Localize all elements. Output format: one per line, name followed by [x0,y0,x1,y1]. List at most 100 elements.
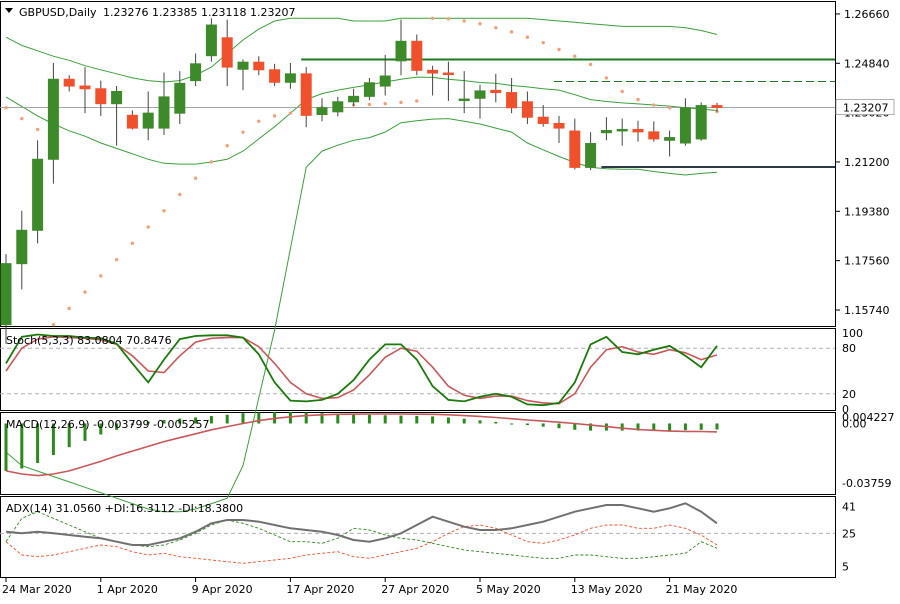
macd-histogram-bar [636,423,640,431]
stoch-tick-label: 100 [842,327,863,340]
bear-candle-body [442,72,454,76]
bull-candle-body [47,78,59,160]
sar-dot [399,100,403,105]
candlestick [695,102,707,141]
bull-candle-body [664,137,676,141]
macd-histogram-bar [383,415,387,424]
macd-histogram-bar [525,423,529,426]
sar-dot [494,26,498,30]
sar-dot [620,89,624,94]
sar-dot [462,19,466,23]
stoch-main-line [5,333,718,407]
sar-dot [83,290,87,294]
dropdown-triangle-icon[interactable] [5,8,13,13]
bull-candle-body [237,61,249,70]
date-tick-label: 13 May 2020 [571,583,643,596]
bull-candle-body [16,229,28,265]
bull-candle-body [205,24,217,57]
candlestick [411,34,423,76]
date-tick-label: 21 May 2020 [666,583,738,596]
candlestick [16,210,28,290]
price-tick-label: 1.17560 [844,255,890,268]
macd-histogram-bar [83,423,87,441]
macd-signal-line [5,413,718,477]
candlestick [237,59,249,91]
candlestick [300,67,312,128]
bear-candle-body [569,130,581,168]
candlestick [648,121,660,142]
bear-candle-body [632,128,644,133]
sar-dot [652,103,656,107]
macd-histogram-bar [462,418,466,424]
sar-dot [67,306,71,311]
adx-indicator: 41 25 5 [0,501,856,574]
macd-pane-frame [0,412,836,495]
adx-pane-frame [0,496,836,578]
sar-dot [541,40,545,45]
candlestick [474,84,486,119]
bull-candle-body [142,112,154,129]
bull-candle-body [679,107,691,144]
macd-histogram-bar [209,416,213,424]
candlestick [253,56,265,76]
macd-histogram-bar [194,417,198,424]
sar-dot [288,111,293,115]
macd-histogram-bar [241,413,245,424]
price-axis: 1.266601.248401.230201.212001.193801.175… [835,8,895,317]
sar-dot [225,143,229,148]
price-pane-frame [0,1,836,327]
minus-di-line [5,524,718,564]
sar-dot [162,209,166,213]
date-tick-label: 24 Mar 2020 [2,583,72,596]
macd-histogram-bar [36,423,40,463]
bull-candle-body [174,82,186,114]
macd-histogram-bar [67,423,71,448]
bull-candle-body [616,128,628,132]
price-tick-label: 1.24840 [844,57,890,70]
candlestick [0,254,12,344]
ohlc-values: 1.23276 1.23385 1.23118 1.23207 [103,6,295,19]
candlestick [363,77,375,101]
bull-candle-body [111,90,123,105]
price-tick-label: 1.21200 [844,156,890,169]
macd-histogram-bar [115,423,119,430]
candlestick [221,19,233,87]
candlestick [348,88,360,107]
candlestick [126,110,138,130]
date-tick-label: 5 May 2020 [476,583,541,596]
candlestick [442,61,454,101]
bear-candle-body [269,69,281,83]
macd-histogram-bar [352,414,356,424]
stoch-tick-label: 80 [842,342,856,355]
macd-histogram-bar [573,423,577,430]
current-price-tag [835,99,895,115]
bull-candle-body [332,101,344,113]
sar-dot [114,257,119,262]
candlestick [711,102,723,112]
bull-candle-body [363,82,375,97]
candlestick [395,19,407,76]
sar-dot [588,62,593,67]
macd-histogram-bar [399,415,403,424]
bear-candle-body [300,73,312,116]
stoch-tick-label: 0 [842,403,849,416]
bear-candle-body [411,40,423,71]
sar-dot [178,192,182,197]
candlestick [679,98,691,146]
adx-line [5,502,718,546]
bear-candle-body [126,114,138,129]
bull-candle-body [695,105,707,140]
candlestick [316,98,328,122]
bull-candle-body [158,96,170,129]
macd-histogram-bar [162,420,166,424]
symbol-timeframe[interactable]: GBPUSD,Daily [19,6,97,19]
sar-dot [193,176,198,180]
macd-histogram-bar [4,423,8,471]
sar-dot [257,119,261,123]
candlestick [95,80,107,116]
sar-dot [99,274,103,278]
bear-candle-body [537,116,549,124]
candlestick [585,132,597,171]
